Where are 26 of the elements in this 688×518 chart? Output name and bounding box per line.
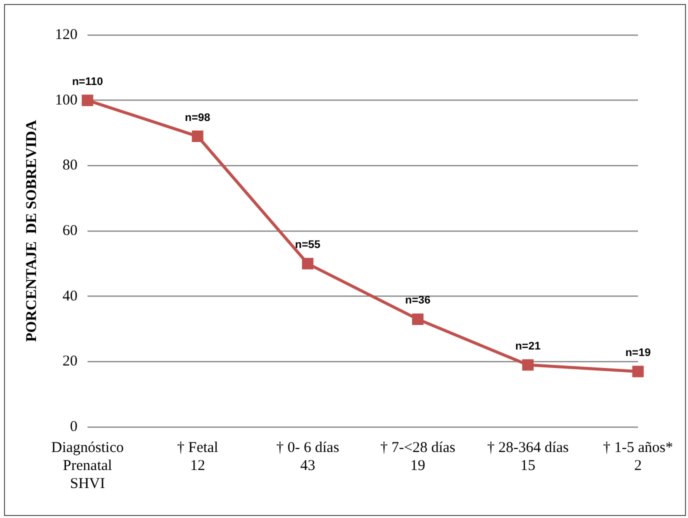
annotation: n=36 <box>405 294 430 307</box>
y-tick-label: 60 <box>62 222 78 239</box>
y-tick-label: 0 <box>70 418 78 435</box>
y-tick-label: 120 <box>55 26 78 43</box>
y-tick-label: 40 <box>62 288 78 304</box>
annotation: n=55 <box>295 239 320 252</box>
point <box>412 313 424 325</box>
annotation: n=21 <box>515 340 541 352</box>
annotation: n=19 <box>625 347 651 359</box>
y-tick-label: 80 <box>62 158 78 174</box>
point <box>522 359 534 371</box>
annotation: n=98 <box>184 112 210 124</box>
point <box>632 366 644 378</box>
x-tick-label: † Fetal 12 <box>176 440 218 474</box>
y-tick-label: 100 <box>55 92 78 108</box>
x-tick-label: † 1-5 años* 2 <box>603 440 674 474</box>
point <box>82 94 94 106</box>
y-tick-label: 20 <box>62 354 78 370</box>
point <box>302 258 314 270</box>
x-tick-label: † 7-<28 días 19 <box>380 440 456 474</box>
x-tick-label: Diagnóstico Prenatal SHVI <box>51 440 124 492</box>
point <box>192 130 204 142</box>
x-tick-label: † 28-364 días 15 <box>487 440 569 474</box>
x-tick-label: † 0- 6 días 43 <box>276 440 340 474</box>
y-axis-title: PORCENTAJE DE SOBREVIDA <box>24 120 40 342</box>
annotation: n=110 <box>72 76 103 88</box>
